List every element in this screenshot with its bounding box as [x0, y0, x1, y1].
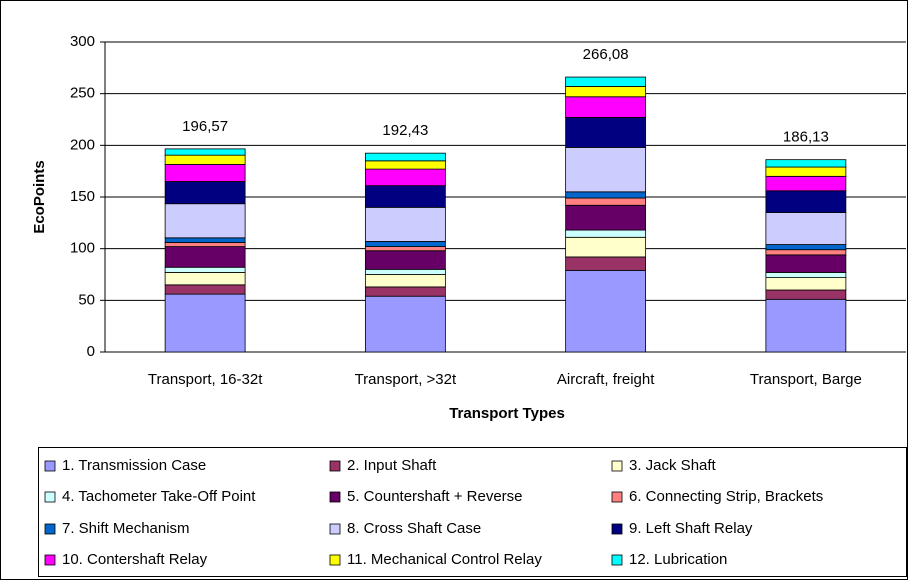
total-label: 186,13 [783, 129, 829, 146]
legend-label: 8. Cross Shaft Case [347, 520, 481, 537]
total-label: 266,08 [583, 46, 629, 63]
y-tick-label: 150 [70, 188, 95, 205]
bar-segment [565, 76, 647, 87]
legend-swatch [44, 460, 56, 472]
legend-swatch [44, 491, 56, 503]
bar-segment [164, 284, 246, 295]
bar-segment [765, 298, 847, 353]
bar-segment [364, 160, 446, 170]
bar-segment [565, 117, 647, 148]
bar-segment [765, 249, 847, 256]
legend-swatch [329, 523, 341, 535]
bar-segment [164, 272, 246, 286]
bar-segment [565, 236, 647, 258]
x-axis-title: Transport Types [449, 405, 565, 422]
legend-label: 9. Left Shaft Relay [629, 520, 753, 537]
bar-segment [565, 269, 647, 353]
legend-swatch [329, 460, 341, 472]
bar-segment [765, 212, 847, 245]
bar-segment [364, 168, 446, 187]
bar-segment [164, 154, 246, 165]
bar-segment [765, 244, 847, 251]
legend-swatch [611, 491, 623, 503]
legend-label: 1. Transmission Case [62, 457, 206, 474]
y-tick-label: 0 [87, 343, 95, 360]
bar-segment [565, 191, 647, 199]
total-label: 192,43 [382, 122, 428, 139]
legend-label: 6. Connecting Strip, Brackets [629, 488, 823, 505]
bar-segment [765, 175, 847, 192]
bar-segment [364, 295, 446, 353]
bar-segment [364, 268, 446, 275]
bar-segment [164, 246, 246, 268]
bar-segment [164, 293, 246, 353]
bar-segment [364, 250, 446, 270]
bar-segment [164, 203, 246, 239]
bar-segment [565, 204, 647, 231]
bar-segment [164, 242, 246, 247]
y-tick-label: 100 [70, 240, 95, 257]
bar-segment [765, 289, 847, 300]
y-tick-label: 50 [78, 291, 95, 308]
legend-label: 7. Shift Mechanism [62, 520, 190, 537]
bar-segment [565, 256, 647, 271]
legend-label: 4. Tachometer Take-Off Point [62, 488, 256, 505]
legend-swatch [329, 491, 341, 503]
bar-segment [164, 148, 246, 156]
legend-swatch [44, 523, 56, 535]
legend-label: 3. Jack Shaft [629, 457, 717, 474]
legend-swatch [44, 554, 56, 566]
bar-segment [164, 164, 246, 182]
bar-segment [364, 246, 446, 252]
legend-box [38, 447, 907, 577]
y-axis-title: EcoPoints [31, 160, 48, 233]
bar-segment [164, 266, 246, 273]
x-tick-label: Transport, >32t [355, 371, 457, 388]
bar-segment [765, 272, 847, 278]
legend-swatch [611, 460, 623, 472]
legend-swatch [611, 523, 623, 535]
bar-segment [164, 237, 246, 243]
bar-segment [364, 152, 446, 162]
legend-label: 2. Input Shaft [347, 457, 437, 474]
legend-label: 10. Contershaft Relay [62, 551, 208, 568]
x-tick-label: Transport, 16-32t [148, 371, 263, 388]
bar-segment [765, 159, 847, 168]
bar-segment [565, 146, 647, 193]
bar-segment [364, 286, 446, 297]
total-label: 196,57 [182, 118, 228, 135]
bar-segment [765, 254, 847, 273]
y-tick-label: 250 [70, 85, 95, 102]
bar-segment [364, 206, 446, 242]
y-tick-label: 300 [70, 33, 95, 50]
bar-segment [765, 166, 847, 177]
legend-label: 12. Lubrication [629, 551, 727, 568]
bar-segment [164, 181, 246, 205]
y-tick-label: 200 [70, 136, 95, 153]
legend-label: 11. Mechanical Control Relay [347, 551, 542, 568]
bar-segment [364, 185, 446, 208]
bar-segment [565, 86, 647, 98]
x-tick-label: Aircraft, freight [557, 371, 655, 388]
legend-swatch [329, 554, 341, 566]
bar-segment [565, 96, 647, 118]
bar-segment [565, 229, 647, 238]
bar-segment [765, 190, 847, 213]
bar-segment [364, 274, 446, 288]
x-tick-label: Transport, Barge [750, 371, 862, 388]
bar-segment [565, 197, 647, 206]
bar-segment [364, 241, 446, 248]
legend-label: 5. Countershaft + Reverse [347, 488, 523, 505]
bar-segment [765, 277, 847, 291]
legend-swatch [611, 554, 623, 566]
